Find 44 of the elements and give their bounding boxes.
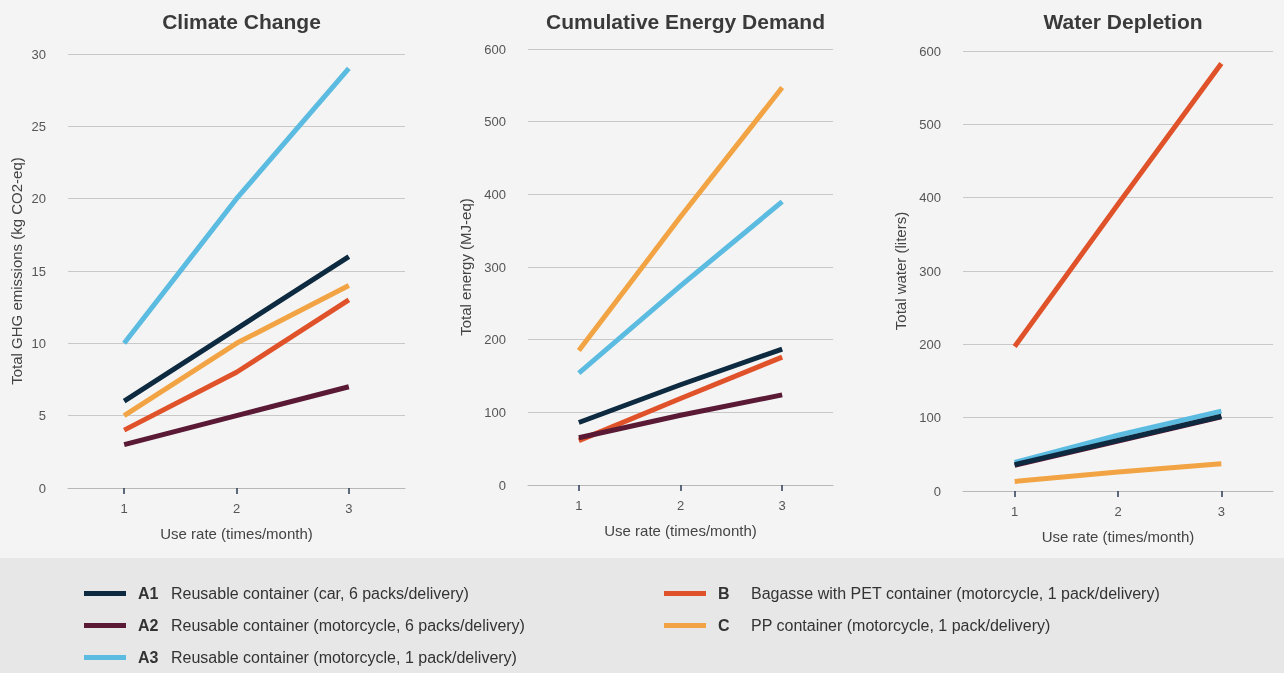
- y-tick-label: 0: [933, 483, 941, 499]
- x-tick-label: 2: [232, 501, 241, 516]
- chart-title: Climate Change: [162, 10, 321, 33]
- y-tick-label: 20: [31, 191, 46, 207]
- y-tick-label: 600: [919, 43, 941, 59]
- y-tick-label: 400: [484, 186, 506, 202]
- y-axis-title: Total GHG emissions (kg CO2-eq): [8, 157, 25, 385]
- y-tick-label: 400: [919, 190, 941, 206]
- x-axis-title: Use rate (times/month): [160, 525, 313, 542]
- x-tick-label: 3: [345, 501, 353, 516]
- y-tick-label: 0: [38, 480, 46, 496]
- y-tick-label: 200: [484, 332, 506, 348]
- x-tick-label: 3: [778, 498, 786, 513]
- x-tick-label: 2: [1114, 504, 1122, 519]
- text: B Bagasse with PET container (motorcycle, 1 pack/delivery): [718, 584, 1160, 602]
- y-tick-label: 300: [919, 263, 941, 279]
- x-axis-title: Use rate (times/month): [1041, 528, 1195, 545]
- y-tick-label: 10: [31, 335, 46, 351]
- y-tick-label: 100: [919, 410, 941, 426]
- y-tick-label: 15: [31, 263, 46, 279]
- x-tick-label: 1: [120, 501, 128, 516]
- legend-label: A1 Reusable container (car, 6 packs/delivery): [138, 584, 469, 603]
- legend-label: A3 Reusable container (motorcycle, 1 pack/delivery): [138, 648, 517, 667]
- text: C PP container (motorcycle, 1 pack/delivery): [718, 616, 1051, 634]
- legend-label: A2 Reusable container (motorcycle, 6 packs/delivery): [138, 616, 525, 635]
- y-tick-label: 25: [31, 118, 46, 134]
- y-tick-label: 0: [498, 477, 506, 493]
- y-tick-label: 500: [484, 114, 506, 130]
- y-tick-label: 500: [919, 116, 941, 132]
- y-tick-label: 30: [31, 46, 46, 62]
- x-tick-label: 1: [575, 498, 583, 513]
- x-tick-label: 2: [676, 498, 685, 513]
- chart-title: Water Depletion: [1043, 10, 1203, 33]
- y-tick-label: 600: [484, 41, 506, 57]
- y-tick-label: 5: [38, 408, 46, 424]
- y-tick-label: 100: [484, 404, 506, 420]
- x-tick-label: 1: [1011, 504, 1019, 519]
- x-tick-label: 3: [1217, 504, 1225, 519]
- y-axis-title: Total water (liters): [892, 211, 910, 331]
- y-axis-title: Total energy (MJ-eq): [457, 198, 475, 336]
- x-axis-title: Use rate (times/month): [604, 522, 757, 539]
- y-tick-label: 200: [919, 336, 941, 352]
- chart-title: Cumulative Energy Demand: [546, 10, 825, 33]
- y-tick-label: 300: [484, 259, 506, 275]
